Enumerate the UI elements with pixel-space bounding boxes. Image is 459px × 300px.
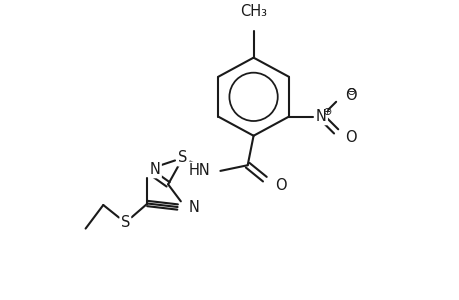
Text: S: S xyxy=(178,150,187,165)
Text: O: O xyxy=(274,178,286,193)
Text: N: N xyxy=(188,200,199,215)
Text: S: S xyxy=(120,215,130,230)
Text: N: N xyxy=(150,162,160,177)
Text: ⊖: ⊖ xyxy=(346,87,355,98)
Text: HN: HN xyxy=(188,163,209,178)
Text: O: O xyxy=(344,88,356,104)
Text: ⊕: ⊕ xyxy=(323,107,332,117)
Text: CH₃: CH₃ xyxy=(240,4,267,19)
Text: O: O xyxy=(344,130,356,145)
Text: N: N xyxy=(315,109,326,124)
